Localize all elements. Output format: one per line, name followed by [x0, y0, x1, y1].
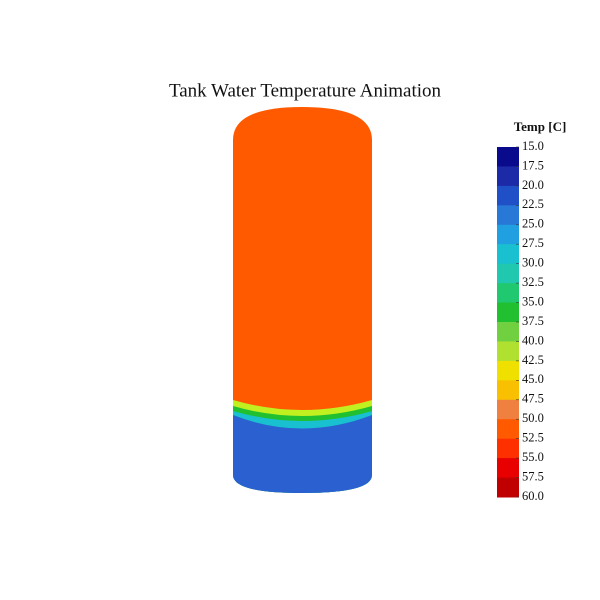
colorbar-band — [497, 341, 519, 362]
tick-label: 50.0 — [522, 411, 544, 425]
tick-label: 37.5 — [522, 314, 544, 328]
tick-label: 25.0 — [522, 217, 544, 231]
tick-label: 52.5 — [522, 431, 544, 445]
colorbar-band — [497, 458, 519, 479]
colorbar-band — [497, 399, 519, 420]
tick-label: 42.5 — [522, 353, 544, 367]
colorbar-band — [497, 302, 519, 323]
colorbar-band — [497, 380, 519, 401]
colorbar-band — [497, 360, 519, 381]
tick-label: 47.5 — [522, 392, 544, 406]
tank — [233, 107, 372, 493]
tick-label: 17.5 — [522, 158, 544, 172]
colorbar: 15.0 17.5 20.0 22.5 25.0 27.5 30.0 32.5 35.0 37.5… — [497, 139, 544, 503]
colorbar-band — [497, 419, 519, 440]
tank-body — [233, 107, 372, 493]
colorbar-band — [497, 244, 519, 265]
colorbar-band — [497, 147, 519, 167]
tick-label: 27.5 — [522, 236, 544, 250]
colorbar-band — [497, 263, 519, 284]
tick-label: 15.0 — [522, 139, 544, 153]
tick-label: 20.0 — [522, 178, 544, 192]
colorbar-band — [497, 185, 519, 206]
tick-label: 57.5 — [522, 469, 544, 483]
figure-title: Tank Water Temperature Animation — [169, 80, 442, 101]
colorbar-band — [497, 166, 519, 187]
colorbar-band — [497, 477, 519, 498]
tick-label: 40.0 — [522, 333, 544, 347]
tick-label: 60.0 — [522, 489, 544, 503]
tick-label: 22.5 — [522, 197, 544, 211]
tick-label: 30.0 — [522, 256, 544, 270]
tick-label: 45.0 — [522, 372, 544, 386]
tick-label: 35.0 — [522, 294, 544, 308]
colorbar-band — [497, 205, 519, 226]
tick-label: 55.0 — [522, 450, 544, 464]
layer-blue — [233, 415, 372, 493]
colorbar-band — [497, 224, 519, 245]
colorbar-band — [497, 283, 519, 304]
tick-label: 32.5 — [522, 275, 544, 289]
colorbar-title: Temp [C] — [514, 119, 567, 134]
colorbar-band — [497, 438, 519, 459]
colorbar-band — [497, 322, 519, 342]
